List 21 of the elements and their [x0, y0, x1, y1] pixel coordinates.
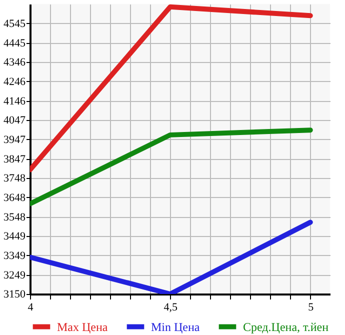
- y-tick-label: 3847: [4, 153, 26, 166]
- y-tick-label: 3349: [4, 250, 26, 262]
- y-tick-label: 4246: [4, 76, 26, 88]
- y-tick-label: 3548: [4, 211, 26, 224]
- y-tick-label: 3150: [4, 288, 26, 300]
- y-tick-label: 4047: [4, 114, 26, 126]
- y-tick-label: 4545: [4, 18, 26, 30]
- legend-label: Max Цена: [57, 320, 108, 334]
- y-tick-label: 3947: [4, 134, 26, 146]
- x-tick-label: 4: [28, 302, 34, 314]
- legend-label: Min Цена: [151, 320, 200, 334]
- y-tick-label: 3249: [4, 269, 26, 282]
- y-tick-label: 4445: [4, 37, 26, 50]
- y-tick-label: 3449: [4, 230, 26, 242]
- y-tick-label: 3748: [4, 172, 26, 184]
- y-tick-label: 3648: [4, 192, 26, 204]
- x-tick-label: 5: [308, 302, 314, 314]
- x-tick-label: 4,5: [164, 302, 178, 314]
- y-tick-label: 4346: [4, 56, 26, 68]
- legend-label: Сред.Цена, т.йен: [243, 320, 330, 334]
- y-tick-label: 4146: [4, 95, 26, 108]
